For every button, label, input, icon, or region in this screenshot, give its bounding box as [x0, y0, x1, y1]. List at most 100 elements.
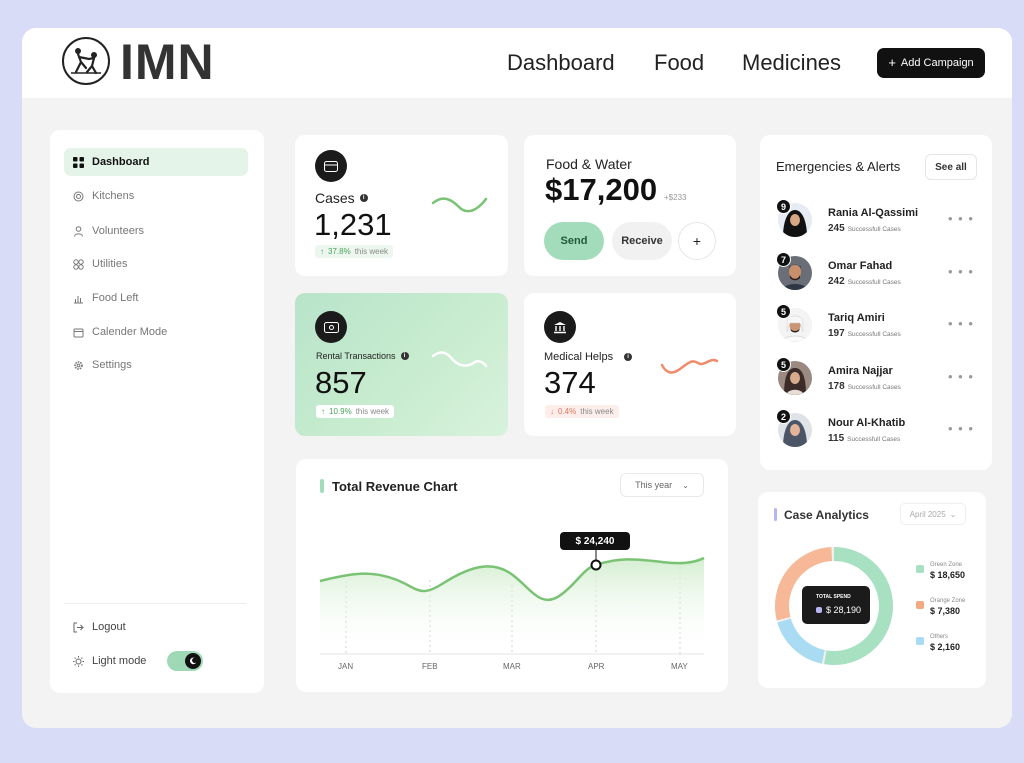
- logout-label: Logout: [92, 621, 126, 633]
- legend-swatch-others: [916, 637, 924, 645]
- sidebar-item-food-left[interactable]: Food Left: [64, 284, 248, 312]
- sidebar-item-label: Utilities: [92, 258, 128, 270]
- sidebar-item-volunteers[interactable]: Volunteers: [64, 217, 248, 245]
- legend-swatch-orange: [916, 601, 924, 609]
- avatar: [778, 413, 812, 447]
- nav-dashboard[interactable]: Dashboard: [507, 50, 615, 75]
- more-icon[interactable]: • • •: [948, 264, 974, 279]
- alert-item[interactable]: 5 Amira Najjar 178 Successfull Cases • • …: [776, 357, 978, 399]
- highlight-point[interactable]: [590, 559, 602, 571]
- rental-change: 10.9%: [329, 407, 352, 416]
- alert-name: Nour Al-Khatib: [828, 417, 906, 429]
- donut-green-zone: [775, 547, 893, 665]
- app-window: IMN Dashboard Food Medicines + Add Campa…: [22, 28, 1012, 728]
- analytics-period-select[interactable]: April 2025 ⌄: [900, 503, 966, 525]
- revenue-tooltip: $ 24,240: [560, 532, 630, 550]
- arrow-up-icon: ↑: [320, 247, 324, 256]
- donut-orange-zone: [775, 547, 893, 665]
- rental-card: Rental Transactions i 857 ↑ 10.9% this w…: [295, 293, 508, 436]
- sidebar-item-kitchens[interactable]: Kitchens: [64, 182, 248, 210]
- gear-icon: [72, 359, 85, 372]
- sidebar-item-calendar[interactable]: Calender Mode: [64, 318, 248, 346]
- total-spend-label: TOTAL SPEND: [816, 594, 851, 600]
- medical-sparkline: [660, 358, 719, 374]
- medical-label-row: Medical Helps i: [544, 351, 633, 363]
- cases-label-row: Cases i: [315, 190, 368, 206]
- sidebar-item-settings[interactable]: Settings: [64, 351, 248, 379]
- medical-change-badge: ↓ 0.4% this week: [545, 405, 619, 418]
- nav-food[interactable]: Food: [654, 50, 705, 75]
- utilities-icon: [72, 258, 85, 271]
- alert-count: 245: [828, 223, 845, 234]
- add-campaign-label: Add Campaign: [900, 57, 974, 69]
- rental-change-suffix: this week: [355, 407, 390, 416]
- sidebar-item-dashboard[interactable]: Dashboard: [64, 148, 248, 176]
- total-spend-row: $ 28,190: [816, 605, 861, 615]
- chevron-down-icon: ⌄: [682, 480, 689, 490]
- alert-item[interactable]: 2 Nour Al-Khatib 115 Successfull Cases • …: [776, 409, 978, 451]
- alert-name: Rania Al-Qassimi: [828, 207, 919, 219]
- brand-name: IMN: [120, 34, 215, 90]
- sidebar-divider: [64, 603, 246, 604]
- info-icon[interactable]: i: [624, 353, 633, 361]
- alert-item[interactable]: 7 Omar Fahad 242 Successfull Cases • • •: [776, 252, 978, 294]
- light-mode-row: Light mode: [64, 647, 248, 675]
- rental-label: Rental Transactions: [316, 351, 396, 361]
- alert-item[interactable]: 9 Rania Al-Qassimi 245 Successfull Cases …: [776, 199, 978, 241]
- light-mode-toggle[interactable]: [167, 651, 204, 671]
- info-icon[interactable]: i: [359, 194, 368, 202]
- receive-button[interactable]: Receive: [612, 222, 672, 260]
- medical-card: Medical Helps i 374 ↓ 0.4% this week: [524, 293, 736, 436]
- sidebar-item-label: Food Left: [92, 292, 139, 304]
- alert-count: 242: [828, 276, 845, 287]
- chevron-down-icon: ⌄: [949, 509, 957, 519]
- alert-count-badge: 5: [776, 357, 791, 372]
- more-icon[interactable]: • • •: [948, 316, 974, 331]
- more-icon[interactable]: • • •: [948, 369, 974, 384]
- medical-value: 374: [544, 365, 596, 400]
- series-dot: [816, 607, 822, 613]
- cases-label: Cases: [315, 190, 355, 206]
- more-icon[interactable]: • • •: [948, 211, 974, 226]
- title-accent: [774, 508, 777, 521]
- legend-value: $ 7,380: [930, 606, 961, 616]
- alert-count-badge: 9: [776, 199, 791, 214]
- see-all-button[interactable]: See all: [925, 154, 977, 180]
- alert-count-badge: 7: [776, 252, 791, 267]
- info-icon[interactable]: i: [400, 352, 409, 360]
- medical-label: Medical Helps: [544, 351, 614, 363]
- alert-sub: Successfull Cases: [847, 436, 901, 443]
- alert-sub: Successfull Cases: [847, 279, 901, 286]
- alert-name: Tariq Amiri: [828, 312, 885, 324]
- more-icon[interactable]: • • •: [948, 421, 974, 436]
- revenue-chart: [319, 548, 705, 655]
- medical-change: 0.4%: [558, 407, 577, 416]
- legend-swatch-green: [916, 565, 924, 573]
- plus-icon: +: [888, 55, 896, 70]
- alerts-title: Emergencies & Alerts: [776, 159, 901, 174]
- chart-icon: [72, 292, 85, 305]
- moon-icon: [185, 653, 202, 669]
- arrow-up-icon: ↑: [321, 407, 325, 416]
- total-spend-value: $ 28,190: [826, 605, 862, 615]
- x-tick: MAR: [503, 662, 521, 671]
- period-select[interactable]: This year ⌄: [620, 473, 704, 497]
- add-campaign-button[interactable]: + Add Campaign: [877, 48, 985, 78]
- alert-sub: Successfull Cases: [847, 226, 901, 233]
- period-value: This year: [635, 480, 673, 490]
- kitchen-icon: [72, 190, 85, 203]
- revenue-line: [319, 556, 705, 602]
- sidebar-item-utilities[interactable]: Utilities: [64, 250, 248, 278]
- add-transfer-button[interactable]: +: [678, 222, 716, 260]
- food-water-amount: $17,200: [545, 172, 658, 207]
- sidebar-item-label: Dashboard: [92, 156, 150, 168]
- rental-sparkline: [431, 351, 488, 368]
- send-button[interactable]: Send: [544, 222, 604, 260]
- alert-count: 197: [828, 328, 845, 339]
- logout-button[interactable]: Logout: [64, 613, 248, 641]
- bank-icon: [544, 311, 576, 343]
- alert-sub: Successfull Cases: [847, 331, 901, 338]
- nav-medicines[interactable]: Medicines: [742, 50, 842, 75]
- alert-item[interactable]: 5 Tariq Amiri 197 Successfull Cases • • •: [776, 304, 978, 346]
- alert-stats: 197 Successfull Cases: [828, 328, 901, 339]
